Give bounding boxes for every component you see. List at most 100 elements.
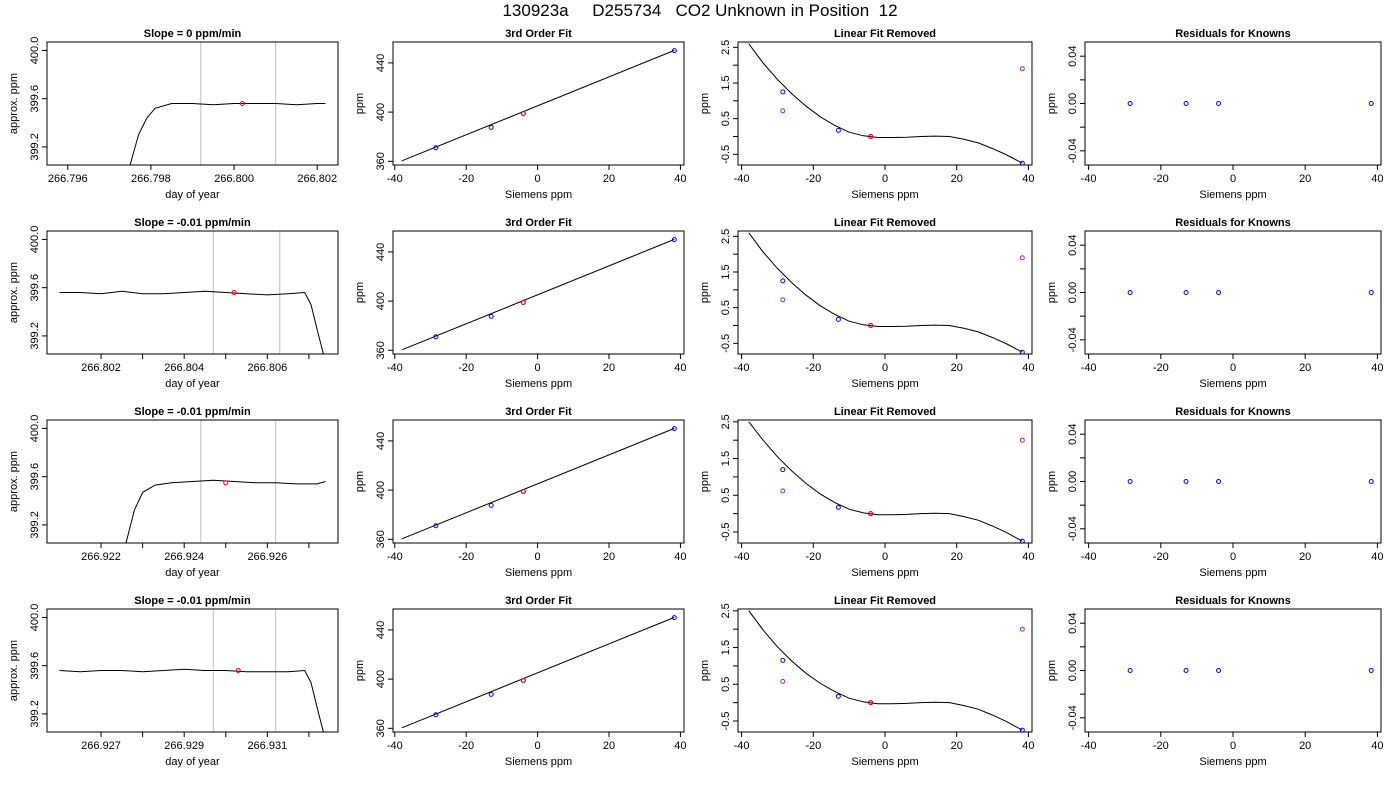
panel-title: 3rd Order Fit [505,28,572,40]
panel-title: Slope = -0.01 ppm/min [134,406,251,418]
y-tick-label: 440 [375,54,387,72]
x-tick-label: 20 [951,740,963,752]
panel-title: Linear Fit Removed [834,28,936,40]
known-point [1127,479,1133,484]
unknown-point [231,290,237,295]
unknown-point [868,700,874,706]
x-tick-label: 20 [1299,362,1311,374]
y-tick-label: 399.6 [29,463,41,491]
x-tick-label: 266.926 [247,551,287,563]
plot-area [59,609,324,732]
x-axis-label: day of year [165,189,220,201]
known-point [488,502,494,508]
x-tick-label: 20 [1299,740,1311,752]
y-tick-label: 1.5 [720,640,732,655]
y-tick-label: 2.5 [720,40,732,55]
panel-title: Slope = 0 ppm/min [144,28,242,40]
panel-title: Residuals for Knowns [1175,595,1291,607]
y-tick-label: 399.2 [29,133,41,161]
panel-r1-residuals: Residuals for Knowns -40 -20 0 20 40 -0.04 0.00… [1046,28,1384,201]
plot-area [748,421,1025,543]
y-tick-label: 0.00 [1067,282,1079,303]
y-tick-label: 2.5 [720,414,732,429]
x-axis-label: Siemens ppm [851,567,918,579]
x-tick-label: 40 [674,551,686,563]
plot-area [748,232,1025,354]
known-point [1368,668,1374,673]
plot-frame [1084,419,1382,544]
x-tick-label: 0 [535,173,541,185]
x-tick-label: 266.800 [214,173,254,185]
plot-area [401,426,677,540]
x-tick-label: -20 [1153,740,1169,752]
y-tick-label: 0.04 [1067,45,1079,66]
known-point [671,237,677,243]
known-point [488,691,494,697]
x-tick-label: -20 [805,173,821,185]
series-line [125,479,326,543]
known-point [433,523,439,529]
x-tick-label: 266.922 [81,551,121,563]
y-axis-label: ppm [1046,282,1058,303]
y-tick-label: 399.2 [29,700,41,728]
raw-point [1019,626,1025,632]
y-tick-label: 0.00 [1067,93,1079,114]
known-point [780,467,786,473]
known-point [1019,349,1025,354]
x-axis-label: Siemens ppm [851,378,918,390]
plot-frame [392,230,685,355]
raw-point [1019,66,1025,72]
unknown-point [235,668,241,673]
y-tick-label: 399.2 [29,322,41,350]
y-tick-label: 400 [375,292,387,310]
known-point [1216,290,1222,295]
plot-frame [1084,41,1382,166]
y-tick-label: 360 [375,530,387,548]
x-tick-label: 266.798 [131,173,171,185]
fit-curve [748,610,1023,731]
y-tick-label: -0.5 [720,334,732,353]
known-point [488,124,494,130]
x-tick-label: -40 [1081,740,1097,752]
x-axis-label: Siemens ppm [1199,189,1266,201]
x-tick-label: 20 [1299,551,1311,563]
plot-frame [46,419,339,544]
y-tick-label: 399.6 [29,85,41,113]
known-point [1368,290,1374,295]
x-tick-label: 40 [674,173,686,185]
x-tick-label: 0 [535,740,541,752]
x-tick-label: 40 [1371,173,1383,185]
x-tick-label: 0 [882,740,888,752]
x-tick-label: 40 [1022,551,1034,563]
x-tick-label: 40 [1022,362,1034,374]
y-tick-label: -0.04 [1067,138,1079,163]
known-point [1183,290,1189,295]
unknown-point [520,677,526,683]
panel-r2-fit: 3rd Order Fit -40 -20 0 20 40 360 400 440 Siemens… [354,217,687,390]
plot-area [59,231,324,354]
unknown-point [520,110,526,116]
x-tick-label: 40 [1022,173,1034,185]
panel-r4-residuals: Residuals for Knowns -40 -20 0 20 40 -0.04 0.00… [1046,595,1384,768]
plot-frame [392,608,685,733]
x-tick-label: 0 [1230,551,1236,563]
panel-title: Slope = -0.01 ppm/min [134,595,251,607]
y-tick-label: -0.5 [720,712,732,731]
y-tick-label: 440 [375,432,387,450]
unknown-point [868,133,874,139]
figure-title: 130923a D255734 CO2 Unknown in Position … [0,1,1400,21]
x-tick-label: 40 [674,740,686,752]
x-tick-label: 20 [603,362,615,374]
panel-title: Linear Fit Removed [834,217,936,229]
known-point [433,712,439,718]
series-line [59,668,324,732]
x-tick-label: 266.924 [164,551,204,563]
panel-r3-linear-removed: Linear Fit Removed -40 -20 0 20 40 -0.5 0.5 1.5 2… [699,406,1035,579]
y-tick-label: 0.04 [1067,423,1079,444]
known-point [780,278,786,284]
known-point [1127,290,1133,295]
x-tick-label: -40 [387,740,403,752]
y-tick-label: 0.00 [1067,471,1079,492]
panel-r3-timeseries: Slope = -0.01 ppm/min 266.922 266.924 266.9… [8,406,339,579]
known-point [835,127,841,133]
